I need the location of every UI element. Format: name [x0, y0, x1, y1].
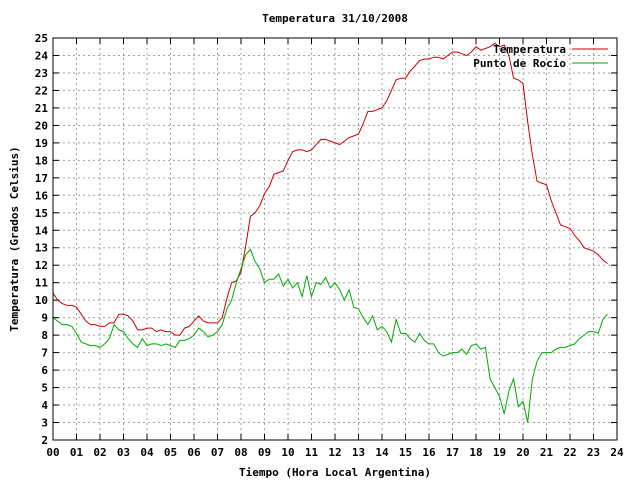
x-tick-label: 14 — [375, 446, 389, 459]
series-line-temperatura — [52, 42, 608, 336]
x-axis-label: Tiempo (Hora Local Argentina) — [239, 466, 431, 479]
x-tick-label: 19 — [493, 446, 506, 459]
y-tick-label: 8 — [41, 329, 48, 342]
x-tick-label: 03 — [117, 446, 130, 459]
y-tick-label: 13 — [35, 242, 48, 255]
x-tick-label: 16 — [422, 446, 436, 459]
x-tick-label: 17 — [446, 446, 459, 459]
x-tick-label: 13 — [352, 446, 365, 459]
x-tick-label: 20 — [516, 446, 529, 459]
x-tick-label: 06 — [187, 446, 201, 459]
x-tick-label: 24 — [610, 446, 624, 459]
x-tick-label: 09 — [258, 446, 271, 459]
legend-label: Temperatura — [493, 43, 566, 56]
x-tick-label: 07 — [211, 446, 224, 459]
x-axis-ticks: 00 01 02 03 04 05 06 07 08 09 10 11 12 13 14 15 16 17 18 19… — [46, 38, 624, 459]
y-tick-label: 6 — [41, 364, 48, 377]
y-tick-label: 10 — [35, 294, 48, 307]
x-tick-label: 23 — [587, 446, 600, 459]
x-tick-label: 05 — [164, 446, 177, 459]
x-tick-label: 11 — [305, 446, 319, 459]
y-tick-label: 18 — [35, 154, 48, 167]
y-tick-label: 17 — [35, 172, 48, 185]
y-tick-label: 19 — [35, 137, 48, 150]
y-tick-label: 4 — [41, 399, 48, 412]
x-tick-label: 10 — [281, 446, 294, 459]
y-tick-label: 24 — [35, 49, 49, 62]
y-tick-label: 23 — [35, 67, 48, 80]
y-tick-label: 12 — [35, 259, 48, 272]
x-tick-label: 22 — [563, 446, 576, 459]
x-tick-label: 02 — [93, 446, 106, 459]
series-line-punto-de-rocio — [52, 248, 608, 423]
x-tick-label: 04 — [140, 446, 154, 459]
y-tick-label: 2 — [41, 434, 48, 447]
y-tick-label: 15 — [35, 207, 48, 220]
y-axis-label: Temperatura (Grados Celsius) — [8, 146, 21, 331]
y-tick-label: 16 — [35, 189, 49, 202]
plot-frame — [52, 37, 618, 441]
x-tick-label: 15 — [399, 446, 412, 459]
x-tick-label: 00 — [46, 446, 59, 459]
y-tick-label: 3 — [41, 417, 48, 430]
y-tick-label: 21 — [35, 102, 49, 115]
legend-label: Punto de Rocío — [473, 57, 566, 70]
x-tick-label: 18 — [469, 446, 482, 459]
series-lines — [52, 42, 608, 423]
y-tick-label: 7 — [41, 347, 48, 360]
grid-lines — [53, 38, 617, 440]
y-tick-label: 5 — [41, 382, 48, 395]
y-tick-label: 14 — [35, 224, 49, 237]
y-tick-label: 20 — [35, 119, 48, 132]
x-tick-label: 12 — [328, 446, 341, 459]
y-tick-label: 25 — [35, 32, 48, 45]
x-tick-label: 08 — [234, 446, 247, 459]
y-tick-label: 9 — [41, 312, 48, 325]
x-tick-label: 01 — [70, 446, 84, 459]
y-tick-label: 11 — [35, 277, 49, 290]
y-tick-label: 22 — [35, 84, 48, 97]
chart-title: Temperatura 31/10/2008 — [262, 12, 408, 25]
x-tick-label: 21 — [540, 446, 554, 459]
